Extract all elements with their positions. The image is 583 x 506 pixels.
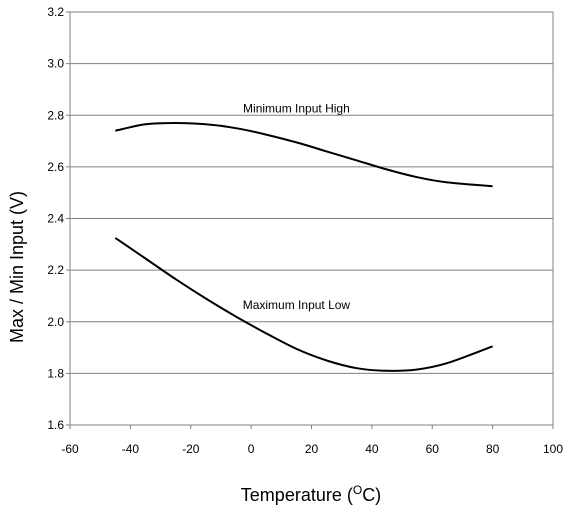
y-axis-title: Max / Min Input (V) <box>7 191 27 343</box>
y-tick-label: 3.2 <box>47 5 64 19</box>
annotation-maximum-input-low: Maximum Input Low <box>243 298 351 312</box>
x-tick-label: 80 <box>486 442 500 456</box>
x-tick-label: -60 <box>61 442 79 456</box>
x-tick-label: 20 <box>305 442 319 456</box>
x-axis-title-text: Temperature ( <box>241 485 353 505</box>
annotation-minimum-input-high: Minimum Input High <box>243 102 350 116</box>
y-tick-label: 2.6 <box>47 160 64 174</box>
x-tick-label: -40 <box>122 442 140 456</box>
series-lines <box>114 121 493 372</box>
x-axis-ticks: -60 -40 -20 0 20 40 60 80 100 <box>61 425 563 456</box>
x-tick-label: 60 <box>426 442 440 456</box>
series-line-minimum-input-high <box>115 121 493 188</box>
x-tick-label: 100 <box>543 442 563 456</box>
gridlines <box>70 63 553 374</box>
y-tick-label: 1.6 <box>47 418 64 432</box>
y-tick-label: 1.8 <box>47 366 64 380</box>
x-axis-title: Temperature (OC) <box>241 483 381 505</box>
series-line-maximum-input-low <box>114 237 493 372</box>
x-tick-label: -20 <box>182 442 200 456</box>
y-axis-ticks: 1.6 1.8 2.0 2.2 2.4 2.6 2.8 3.0 3.2 <box>47 5 70 432</box>
x-tick-label: 40 <box>365 442 379 456</box>
y-tick-label: 2.4 <box>47 212 64 226</box>
y-tick-label: 3.0 <box>47 57 64 71</box>
x-axis-title-superscript: O <box>353 483 362 497</box>
x-tick-label: 0 <box>248 442 255 456</box>
y-tick-label: 2.2 <box>47 263 64 277</box>
y-tick-label: 2.8 <box>47 108 64 122</box>
annotations: Minimum Input High Maximum Input Low <box>243 102 351 312</box>
y-tick-label: 2.0 <box>47 315 64 329</box>
x-axis-title-unit: C) <box>362 485 381 505</box>
